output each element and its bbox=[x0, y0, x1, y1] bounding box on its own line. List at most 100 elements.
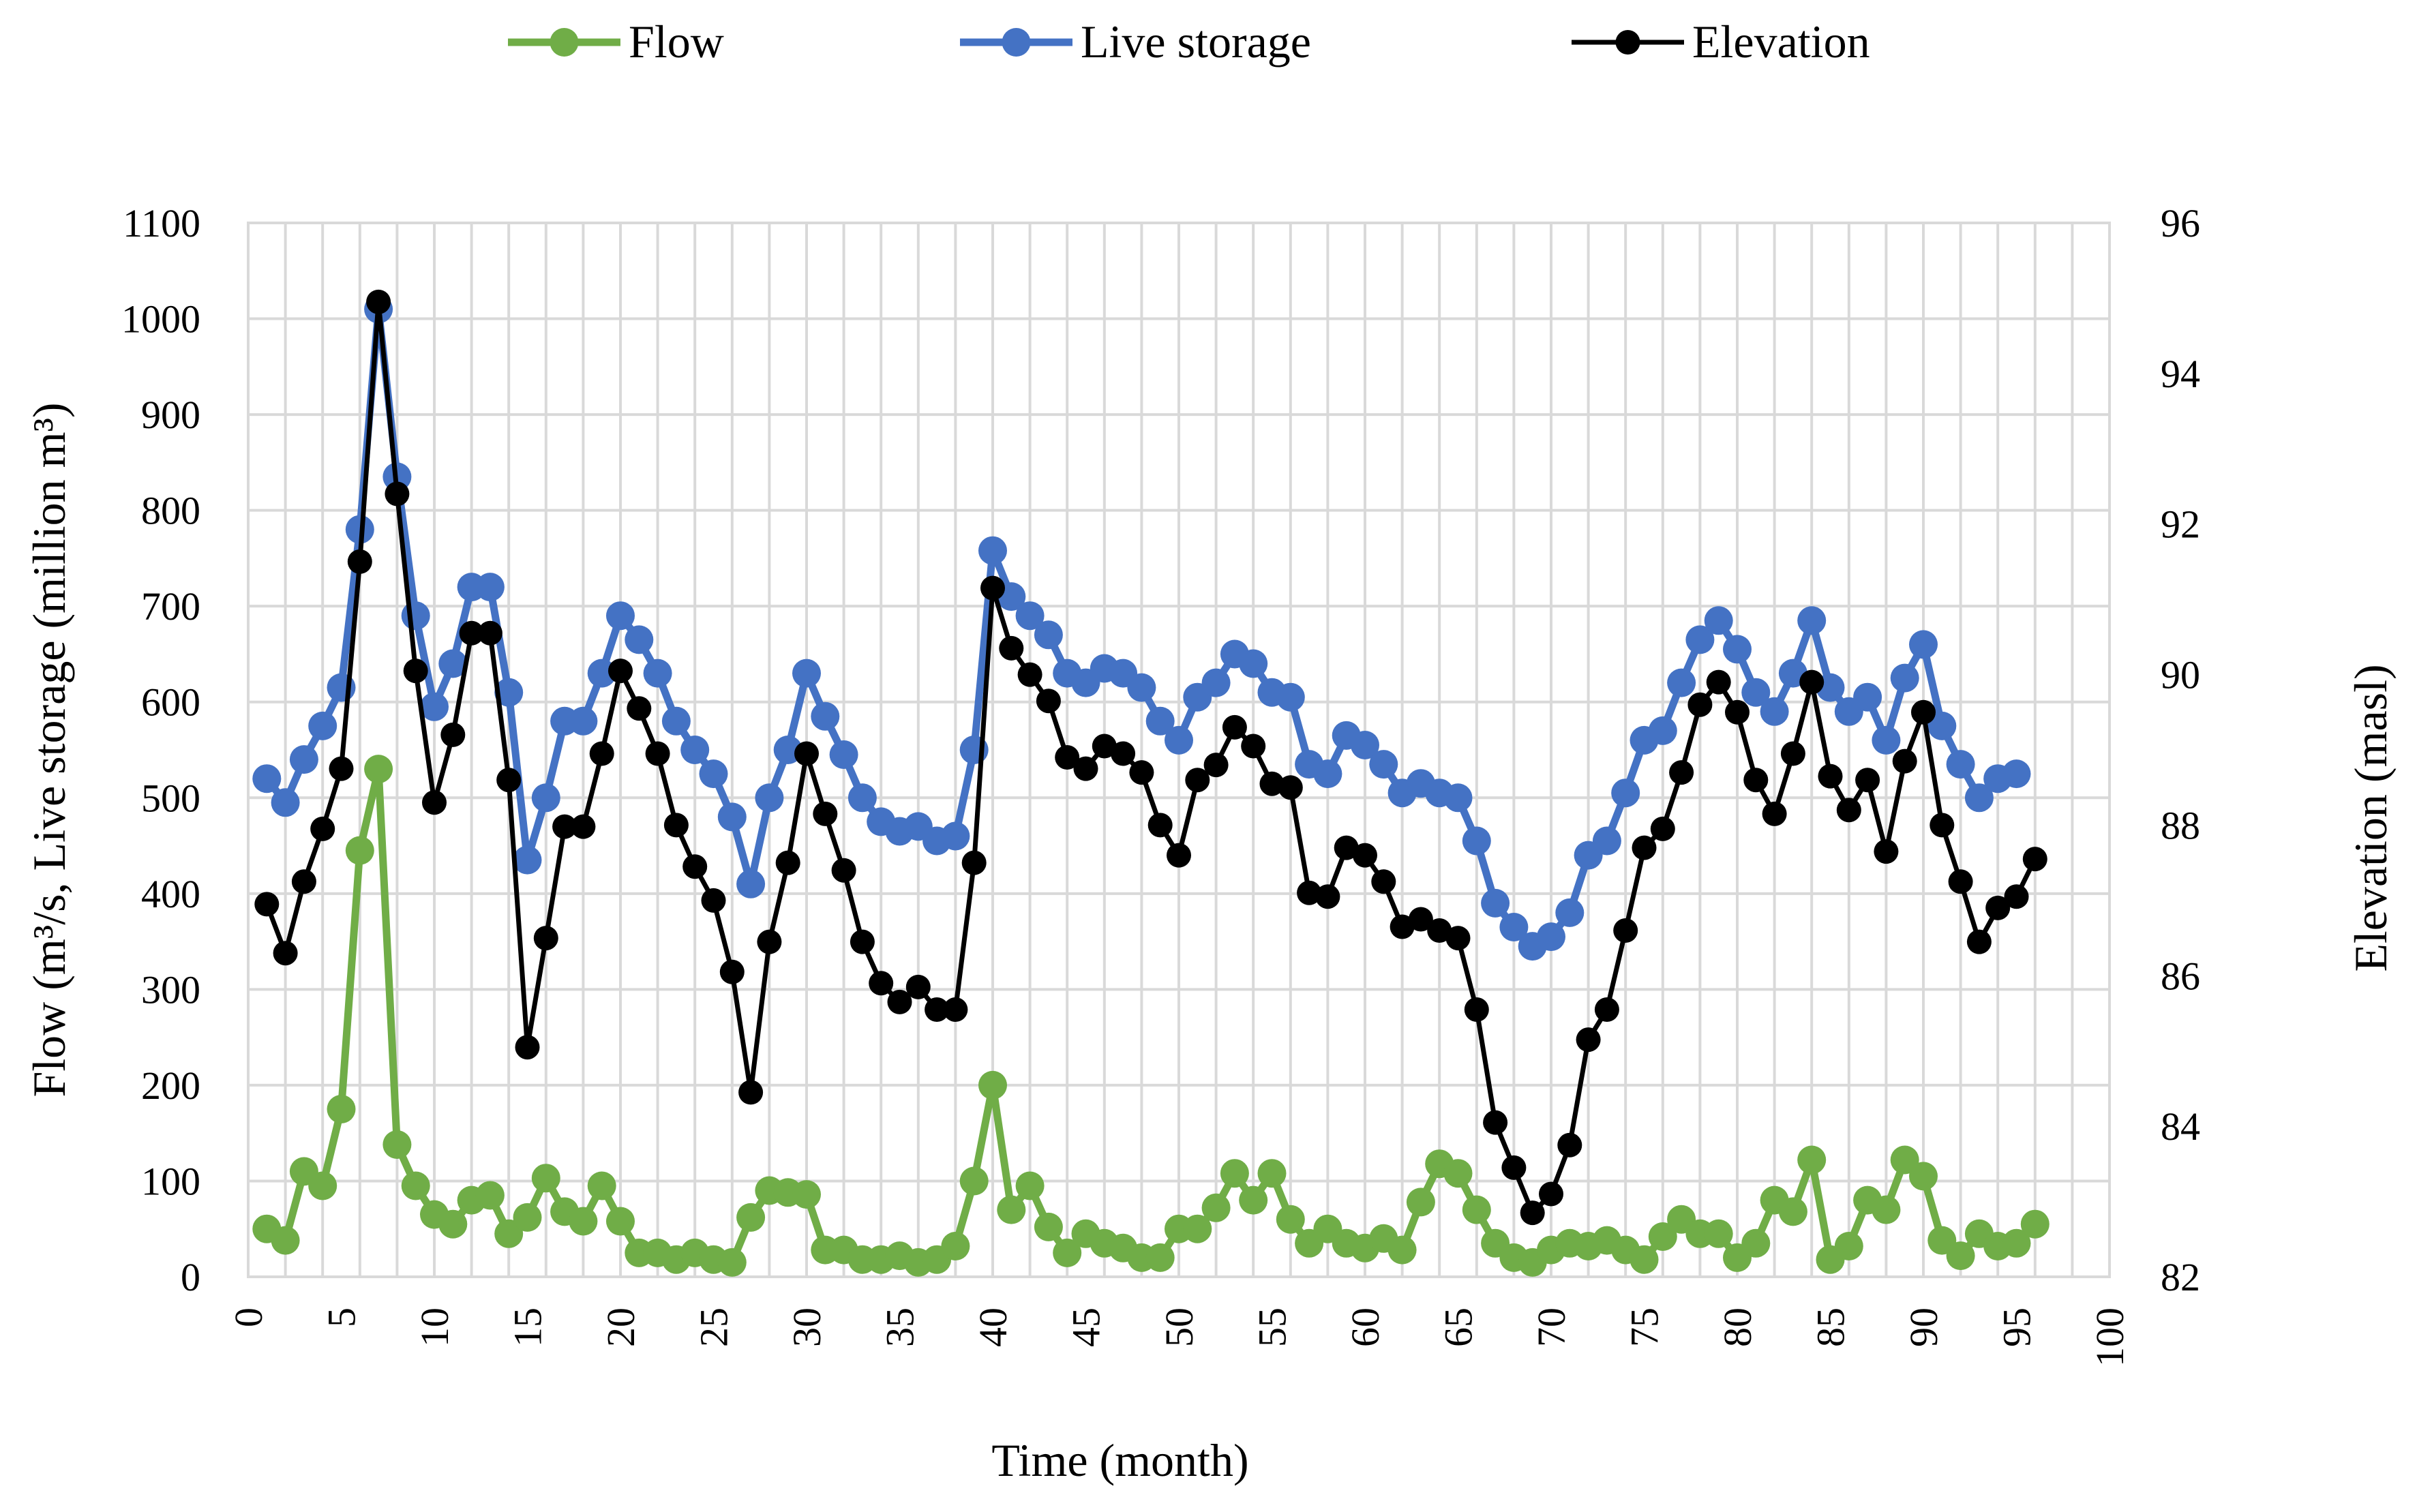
data-point-elevation bbox=[1706, 669, 1731, 695]
data-point-flow bbox=[606, 1207, 635, 1236]
data-point-live-storage bbox=[1165, 725, 1193, 755]
data-point-elevation bbox=[1650, 816, 1675, 841]
y-left-tick-label: 700 bbox=[141, 584, 200, 629]
data-point-elevation bbox=[459, 620, 484, 646]
data-point-flow bbox=[364, 755, 393, 784]
legend-label: Live storage bbox=[1081, 16, 1311, 67]
data-point-elevation bbox=[905, 974, 931, 999]
data-point-elevation bbox=[943, 997, 968, 1022]
data-point-live-storage bbox=[438, 649, 468, 678]
data-point-flow bbox=[1220, 1159, 1249, 1188]
y-right-tick-label: 82 bbox=[2161, 1255, 2200, 1299]
data-point-elevation bbox=[701, 888, 726, 913]
data-point-flow bbox=[978, 1070, 1007, 1100]
data-point-flow bbox=[438, 1209, 468, 1239]
data-point-live-storage bbox=[289, 745, 318, 774]
data-point-live-storage bbox=[1611, 778, 1640, 808]
data-point-live-storage bbox=[401, 601, 430, 631]
data-point-live-storage bbox=[1537, 922, 1565, 952]
data-point-flow bbox=[1443, 1159, 1473, 1188]
data-point-elevation bbox=[1185, 768, 1210, 793]
data-point-elevation bbox=[1129, 760, 1154, 785]
data-point-elevation bbox=[980, 575, 1005, 601]
data-point-live-storage bbox=[1462, 826, 1491, 856]
x-tick-label: 20 bbox=[599, 1307, 643, 1347]
data-point-elevation bbox=[273, 941, 298, 966]
data-point-flow bbox=[1183, 1214, 1212, 1243]
data-point-elevation bbox=[1334, 835, 1359, 860]
data-point-flow bbox=[327, 1095, 356, 1123]
data-point-live-storage bbox=[829, 740, 858, 769]
data-point-elevation bbox=[589, 741, 614, 766]
data-point-elevation bbox=[347, 549, 372, 574]
data-point-elevation bbox=[1315, 884, 1340, 909]
data-point-elevation bbox=[1799, 669, 1825, 695]
data-point-flow bbox=[494, 1219, 524, 1248]
data-point-live-storage bbox=[811, 701, 840, 731]
x-tick-label: 70 bbox=[1529, 1307, 1574, 1347]
data-point-live-storage bbox=[1648, 716, 1677, 745]
series-group bbox=[252, 289, 2050, 1277]
data-point-elevation bbox=[1632, 835, 1657, 860]
x-tick-label: 95 bbox=[1995, 1307, 2039, 1347]
legend: Flow Live storage Elevation bbox=[508, 16, 1870, 67]
x-tick-label: 55 bbox=[1250, 1307, 1295, 1347]
x-tick-label: 75 bbox=[1623, 1307, 1667, 1347]
data-point-elevation bbox=[1948, 869, 1973, 894]
data-point-flow bbox=[997, 1195, 1026, 1224]
data-point-elevation bbox=[2022, 847, 2047, 872]
data-point-elevation bbox=[515, 1035, 540, 1060]
data-point-live-storage bbox=[1667, 668, 1696, 697]
data-point-elevation bbox=[1353, 843, 1377, 868]
data-point-elevation bbox=[1836, 798, 1861, 823]
data-point-flow bbox=[1276, 1205, 1305, 1234]
data-point-elevation bbox=[1167, 843, 1191, 868]
y-right-tick-label: 90 bbox=[2161, 653, 2200, 697]
data-point-elevation bbox=[1390, 914, 1415, 939]
y-left-tick-label: 1100 bbox=[123, 201, 200, 245]
data-point-live-storage bbox=[1015, 601, 1045, 631]
data-point-live-storage bbox=[587, 659, 616, 688]
data-point-elevation bbox=[999, 635, 1024, 661]
data-point-live-storage bbox=[475, 573, 505, 602]
y-left-tick-label: 100 bbox=[141, 1159, 200, 1203]
data-point-elevation bbox=[254, 892, 280, 917]
data-point-live-storage bbox=[606, 601, 635, 631]
data-point-elevation bbox=[1780, 741, 1805, 766]
data-point-live-storage bbox=[2002, 759, 2031, 789]
data-point-elevation bbox=[682, 854, 708, 879]
data-point-live-storage bbox=[1909, 630, 1938, 659]
data-point-live-storage bbox=[755, 783, 784, 813]
data-point-live-storage bbox=[1741, 678, 1771, 707]
y-axis-right-title: Elevation (masl) bbox=[2345, 664, 2397, 971]
data-point-elevation bbox=[1855, 768, 1880, 793]
data-point-live-storage bbox=[941, 821, 970, 851]
y-left-tick-label: 600 bbox=[141, 680, 200, 725]
x-tick-label: 45 bbox=[1064, 1307, 1109, 1347]
y-left-tick-label: 800 bbox=[141, 489, 200, 533]
data-point-live-storage bbox=[1145, 706, 1175, 736]
y-axis-left-title: Flow (m³/s, Live storage (million m³) bbox=[23, 402, 75, 1097]
data-point-elevation bbox=[385, 481, 410, 506]
data-point-flow bbox=[271, 1226, 300, 1255]
data-point-flow bbox=[1648, 1222, 1677, 1251]
gridlines bbox=[247, 222, 2111, 1278]
data-point-elevation bbox=[1483, 1110, 1508, 1135]
data-point-elevation bbox=[1911, 699, 1936, 725]
x-tick-label: 90 bbox=[1902, 1307, 1946, 1347]
data-point-elevation bbox=[663, 813, 689, 838]
data-point-elevation bbox=[1297, 880, 1322, 905]
data-point-live-storage bbox=[1760, 697, 1789, 726]
data-point-elevation bbox=[1557, 1132, 1582, 1158]
data-point-elevation bbox=[1687, 692, 1713, 717]
data-point-live-storage bbox=[1685, 625, 1715, 654]
data-point-elevation bbox=[1147, 813, 1173, 838]
y-right-tick-label: 96 bbox=[2161, 201, 2200, 245]
data-point-elevation bbox=[831, 858, 856, 883]
y-right-tick-label: 94 bbox=[2161, 352, 2200, 396]
data-point-flow bbox=[1145, 1243, 1175, 1272]
y-left-tick-label: 300 bbox=[141, 967, 200, 1012]
data-point-flow bbox=[1387, 1235, 1417, 1265]
y-right-tick-label: 92 bbox=[2161, 502, 2200, 547]
data-point-elevation bbox=[794, 741, 819, 766]
